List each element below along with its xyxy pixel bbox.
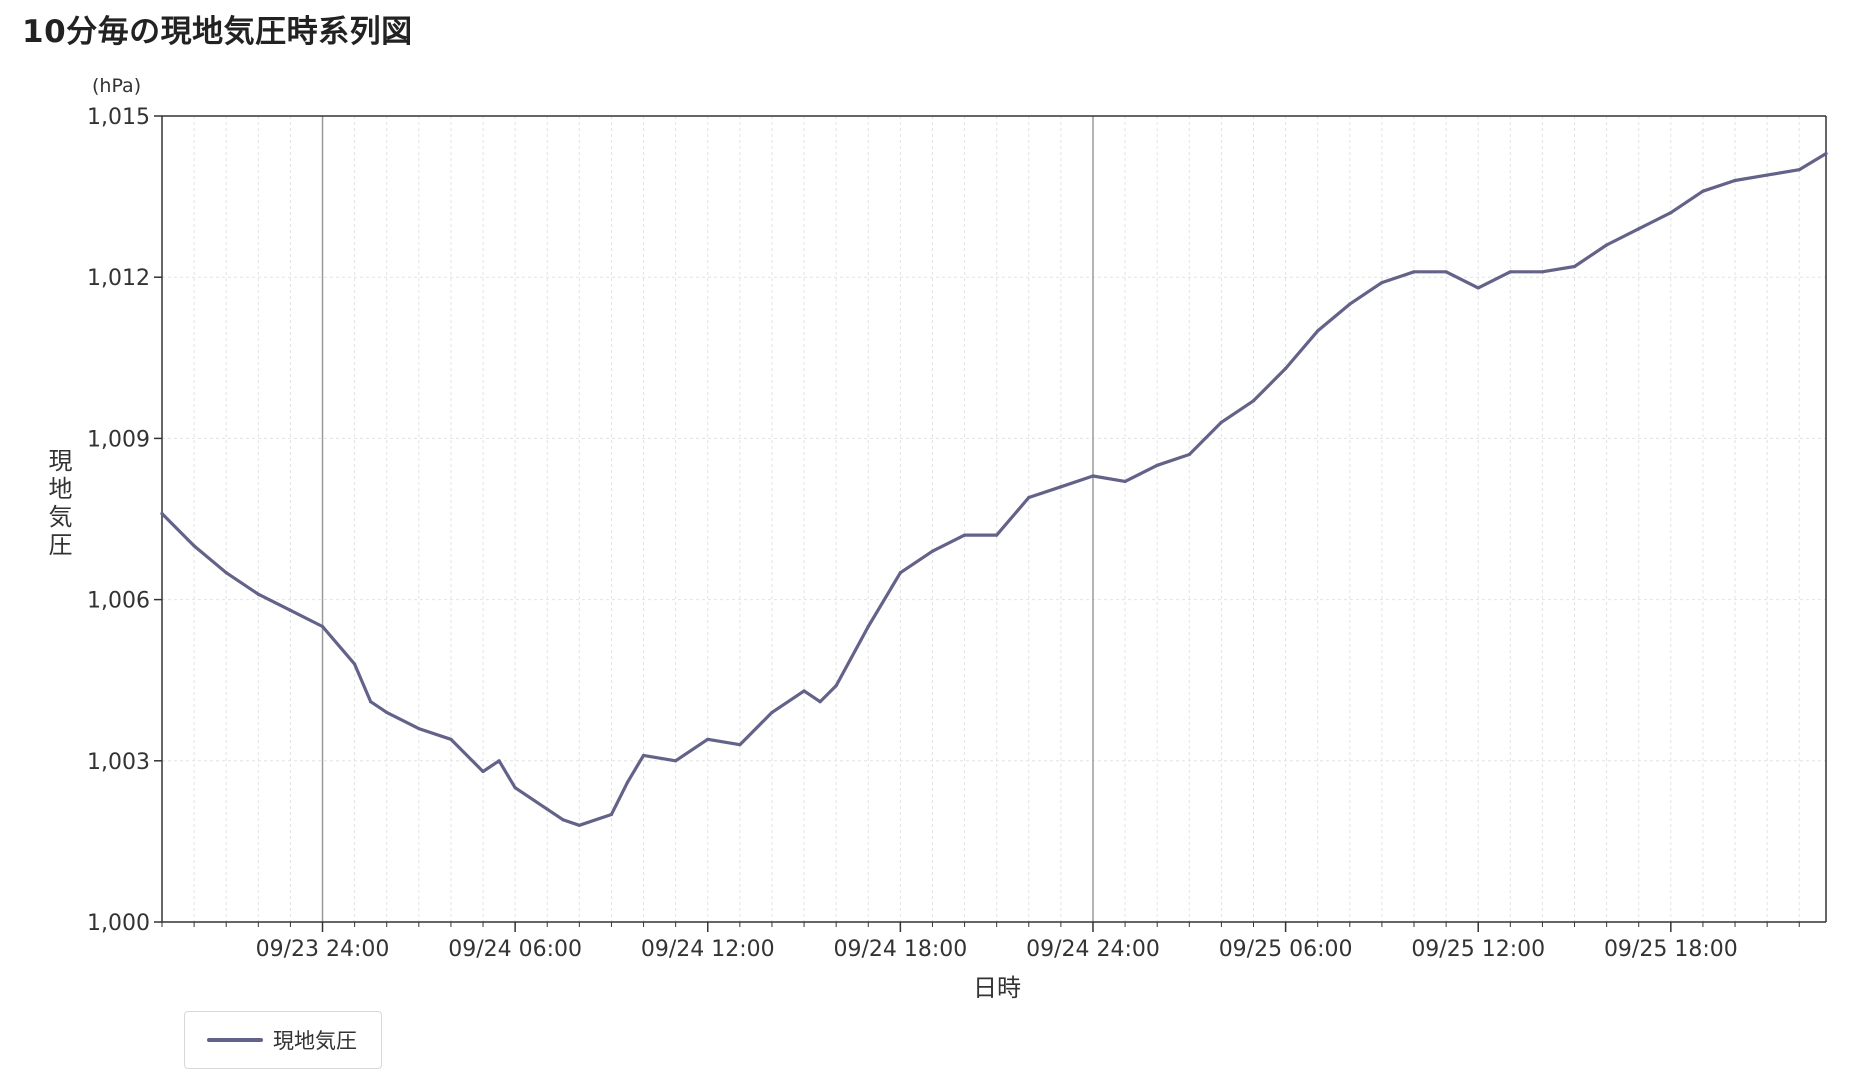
data-point [1123,479,1127,483]
data-point [1508,270,1512,274]
data-point [1824,152,1828,156]
data-point [1412,270,1416,274]
data-point [192,544,196,548]
y-tick-label: 1,009 [87,427,150,452]
data-point [898,571,902,575]
data-point [930,549,935,553]
data-point [818,700,822,704]
chart-title: 10分毎の現地気圧時系列図 [22,14,413,50]
y-tick-label: 1,015 [87,105,150,130]
vertical-grid [161,116,1800,922]
axes [161,115,1827,927]
data-point [770,710,774,715]
data-point [577,823,581,827]
data-point [1797,168,1801,172]
tick-labels: 1,000 1,003 1,006 1,009 1,012 1,015 09/23 24:0… [87,105,1738,962]
x-tick-label: 09/25 06:00 [1219,937,1353,962]
data-point [1540,270,1545,274]
data-point [1316,329,1320,333]
data-point [1605,243,1609,247]
y-axis-label: 現地気圧 [44,448,72,560]
y-tick-label: 1,003 [87,750,150,775]
data-point [288,608,293,612]
x-tick-label: 09/25 18:00 [1604,937,1738,962]
data-point [256,592,260,596]
x-tick-label: 09/24 06:00 [448,937,582,962]
y-tick-label: 1,012 [87,266,150,291]
data-point [353,662,357,666]
data-point [834,683,838,688]
data-point [1701,189,1705,193]
series-group [160,152,1828,827]
data-point [481,769,485,774]
data-point [1380,280,1384,285]
data-point [1572,264,1577,269]
data-point [513,786,517,790]
data-point [449,737,453,741]
legend-swatch [207,1038,263,1042]
data-point [1444,270,1448,274]
data-point [385,710,389,715]
data-point [866,624,870,629]
data-point [160,512,164,516]
data-point [1765,173,1769,177]
data-point [1059,485,1063,489]
horizontal-grid [162,115,1826,923]
y-unit-label: (hPa) [92,75,141,97]
day-boundary-lines [321,116,1094,922]
data-point [1251,399,1256,403]
data-point [1348,302,1352,306]
data-point [641,753,646,758]
data-point [995,533,999,537]
legend-label: 現地気圧 [273,1029,357,1053]
data-point [369,700,373,704]
data-point [802,689,806,693]
x-tick-label: 09/24 18:00 [833,937,967,962]
data-point [962,533,967,537]
data-point [545,807,549,811]
x-tick-label: 09/24 24:00 [1026,937,1160,962]
data-point [609,812,614,817]
data-point [674,759,678,763]
x-axis-label: 日時 [973,974,1021,1002]
x-tick-label: 09/23 24:00 [256,937,390,962]
data-point [706,737,710,741]
data-point [625,780,630,784]
data-point [417,726,421,731]
series-line [160,152,1828,827]
data-point [497,759,501,763]
data-point [1155,463,1159,467]
data-point [224,571,228,575]
data-point [1091,474,1095,478]
legend[interactable]: 現地気圧 [184,1011,382,1069]
data-point [1476,286,1480,290]
data-point [1219,420,1223,424]
x-tick-label: 09/24 12:00 [641,937,775,962]
data-point [1027,495,1031,500]
data-point [1637,227,1641,231]
y-tick-label: 1,006 [87,589,150,614]
data-point [1284,366,1288,371]
data-point [738,743,742,747]
data-point [320,624,325,629]
data-point [1733,178,1737,183]
y-tick-label: 1,000 [87,911,150,936]
x-tick-label: 09/25 12:00 [1411,937,1545,962]
data-point [1187,452,1191,457]
data-point [561,818,565,822]
data-point [1669,211,1673,215]
